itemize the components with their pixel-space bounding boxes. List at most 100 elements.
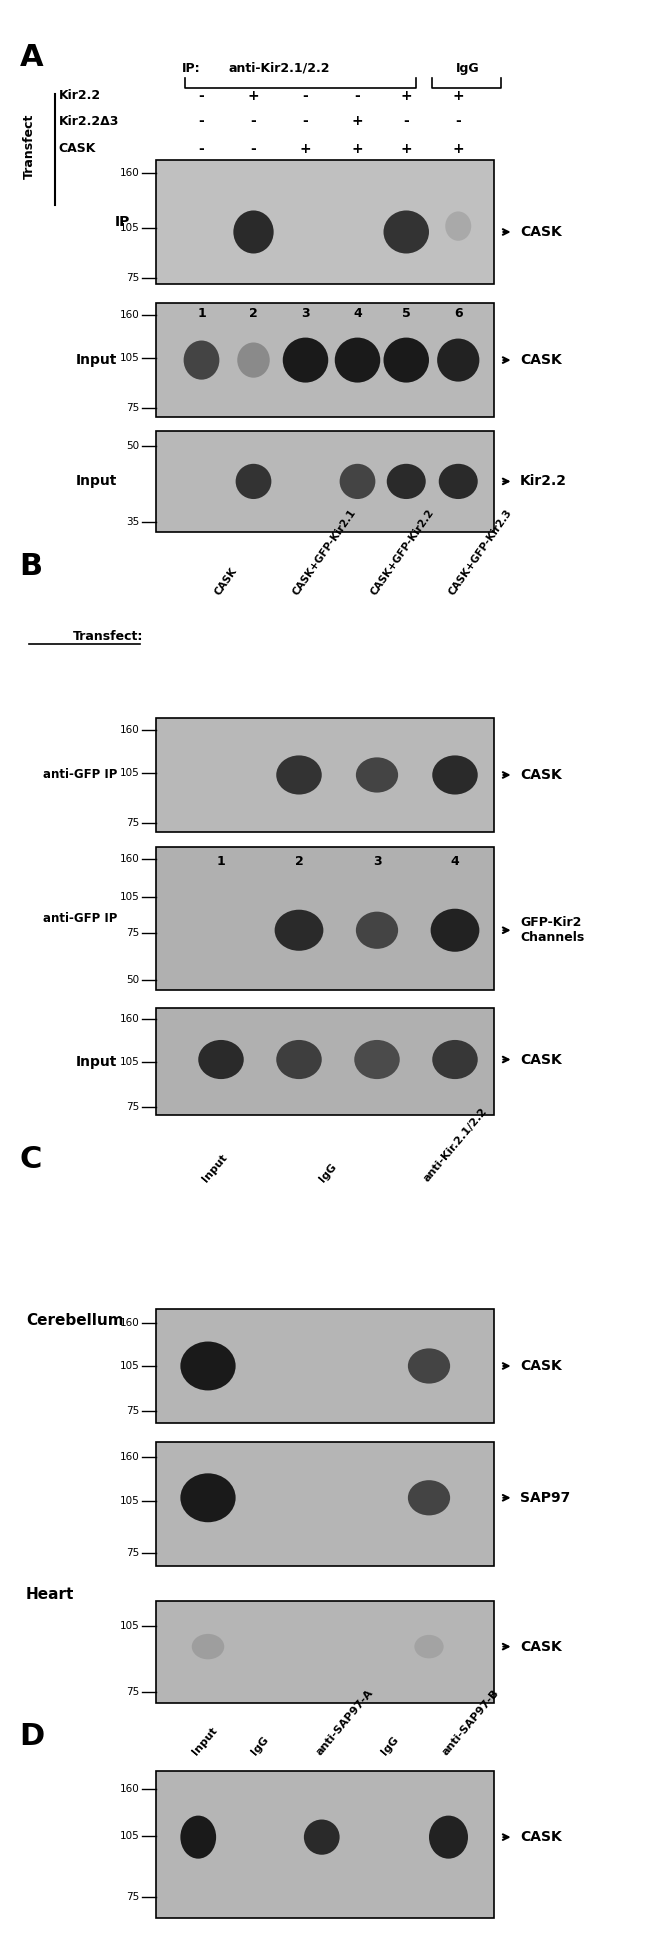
Text: 75: 75: [127, 1548, 140, 1558]
Text: -: -: [303, 114, 308, 129]
Text: Transfect:: Transfect:: [73, 630, 143, 642]
Text: +: +: [300, 141, 311, 157]
Ellipse shape: [430, 908, 479, 951]
Ellipse shape: [237, 342, 270, 378]
Text: IP: IP: [114, 215, 130, 229]
Text: 160: 160: [120, 309, 140, 319]
Text: B: B: [20, 552, 43, 581]
Text: +: +: [352, 141, 363, 157]
Text: 160: 160: [120, 853, 140, 863]
Ellipse shape: [439, 464, 478, 499]
Text: Input: Input: [75, 1055, 117, 1069]
Ellipse shape: [408, 1348, 450, 1384]
Text: 6: 6: [454, 307, 463, 321]
Ellipse shape: [235, 464, 272, 499]
Text: 4: 4: [450, 855, 460, 869]
Text: -: -: [456, 114, 461, 129]
Text: IgG: IgG: [456, 63, 480, 74]
Text: 4: 4: [353, 307, 362, 321]
Text: anti-GFP IP: anti-GFP IP: [43, 912, 117, 926]
Text: 5: 5: [402, 307, 411, 321]
Ellipse shape: [354, 1039, 400, 1078]
Text: Input: Input: [200, 1153, 229, 1184]
Text: 2: 2: [294, 855, 304, 869]
Ellipse shape: [445, 211, 471, 241]
Text: +: +: [452, 141, 464, 157]
Text: Transfect: Transfect: [23, 114, 36, 180]
Text: 75: 75: [127, 272, 140, 282]
Text: 160: 160: [120, 1317, 140, 1329]
Ellipse shape: [283, 337, 328, 382]
Ellipse shape: [340, 464, 376, 499]
Text: 105: 105: [120, 223, 140, 233]
Ellipse shape: [356, 757, 398, 793]
Text: 75: 75: [127, 928, 140, 937]
Text: CASK: CASK: [520, 1640, 562, 1654]
Text: -: -: [199, 88, 204, 104]
Text: CASK+GFP-Kir2.2: CASK+GFP-Kir2.2: [369, 507, 436, 597]
Text: 105: 105: [120, 1497, 140, 1507]
Text: anti-GFP IP: anti-GFP IP: [43, 769, 117, 781]
Bar: [156, 847, 494, 990]
Text: 105: 105: [120, 1057, 140, 1067]
Text: 105: 105: [120, 1360, 140, 1372]
Ellipse shape: [198, 1039, 244, 1078]
Text: D: D: [20, 1722, 45, 1752]
Bar: [156, 1601, 494, 1703]
Ellipse shape: [181, 1343, 235, 1389]
Ellipse shape: [181, 1474, 235, 1523]
Text: 160: 160: [120, 724, 140, 734]
Text: +: +: [352, 114, 363, 129]
Ellipse shape: [304, 1820, 339, 1855]
Text: CASK: CASK: [520, 1830, 562, 1843]
Text: CASK+GFP-Kir2.1: CASK+GFP-Kir2.1: [291, 507, 358, 597]
Text: 105: 105: [120, 1620, 140, 1632]
Text: -: -: [303, 88, 308, 104]
Text: 3: 3: [301, 307, 310, 321]
Ellipse shape: [432, 1039, 478, 1078]
Text: 2: 2: [249, 307, 258, 321]
Text: CASK: CASK: [213, 566, 239, 597]
Text: 75: 75: [127, 818, 140, 828]
Text: GFP-Kir2
Channels: GFP-Kir2 Channels: [520, 916, 584, 943]
Text: A: A: [20, 43, 43, 72]
Text: anti-SAP97-B: anti-SAP97-B: [441, 1687, 501, 1757]
Text: 160: 160: [120, 1452, 140, 1462]
Ellipse shape: [437, 339, 480, 382]
Ellipse shape: [274, 910, 324, 951]
Text: 75: 75: [127, 403, 140, 413]
Ellipse shape: [408, 1479, 450, 1515]
Text: +: +: [400, 88, 412, 104]
Text: SAP97: SAP97: [520, 1491, 570, 1505]
Text: +: +: [400, 141, 412, 157]
Text: CASK: CASK: [520, 352, 562, 368]
Bar: [156, 1771, 494, 1918]
Bar: [156, 431, 494, 532]
Text: anti-Kir2.1/2.2: anti-Kir2.1/2.2: [229, 63, 330, 74]
Ellipse shape: [356, 912, 398, 949]
Ellipse shape: [432, 755, 478, 795]
Ellipse shape: [276, 755, 322, 795]
Ellipse shape: [384, 337, 429, 382]
Ellipse shape: [181, 1816, 216, 1859]
Text: Input: Input: [190, 1726, 220, 1757]
Text: Input: Input: [75, 352, 117, 368]
Text: 75: 75: [127, 1407, 140, 1417]
Text: CASK+GFP-Kir2.3: CASK+GFP-Kir2.3: [447, 507, 514, 597]
Text: CASK: CASK: [520, 1053, 562, 1067]
Bar: [156, 303, 494, 417]
Text: CASK: CASK: [520, 225, 562, 239]
Text: 75: 75: [127, 1687, 140, 1697]
Text: IgG: IgG: [317, 1161, 339, 1184]
Text: 105: 105: [120, 892, 140, 902]
Text: 75: 75: [127, 1102, 140, 1112]
Text: Input: Input: [75, 474, 117, 489]
Ellipse shape: [387, 464, 426, 499]
Text: 105: 105: [120, 767, 140, 777]
Text: CASK: CASK: [58, 143, 96, 155]
Bar: [156, 1008, 494, 1115]
Text: +: +: [248, 88, 259, 104]
Text: CASK: CASK: [520, 1358, 562, 1374]
Text: IgG: IgG: [249, 1734, 270, 1757]
Ellipse shape: [276, 1039, 322, 1078]
